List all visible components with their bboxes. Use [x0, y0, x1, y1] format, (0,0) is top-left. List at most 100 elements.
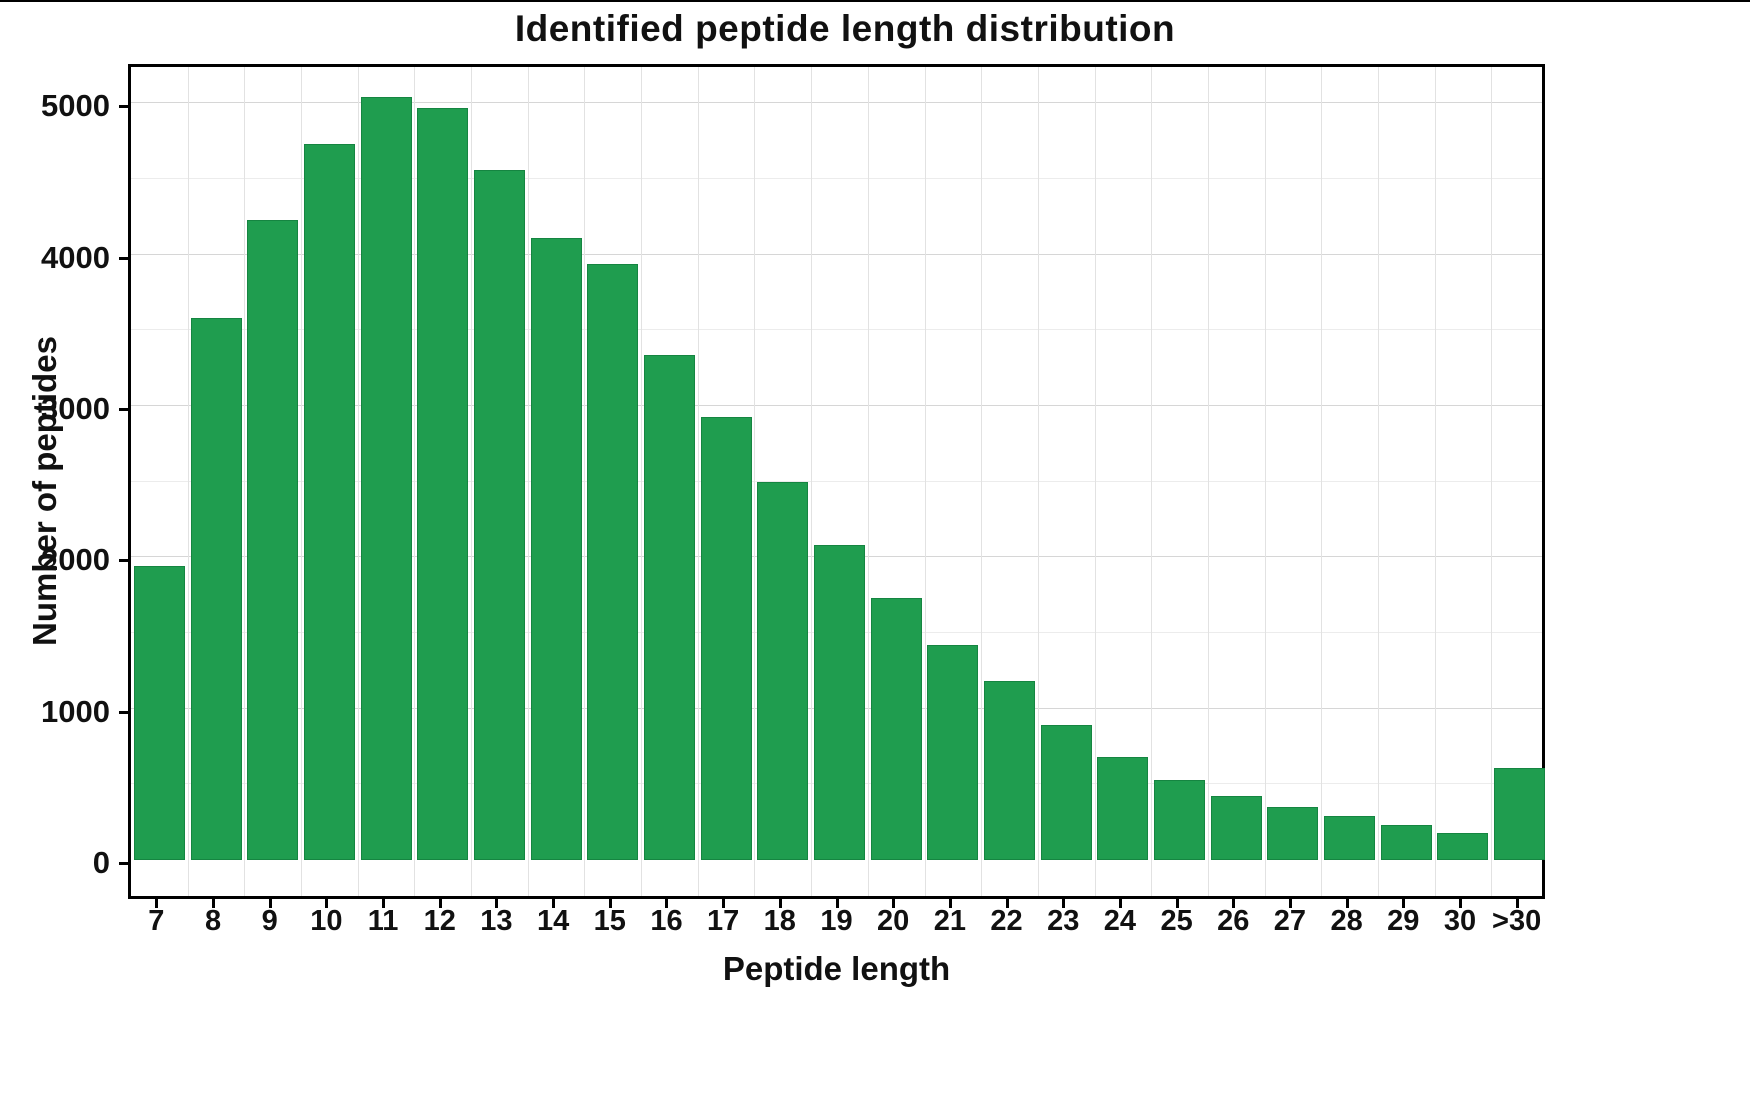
y-tick-mark [119, 105, 128, 109]
gridline-vertical [754, 67, 756, 896]
bar [984, 681, 1036, 860]
y-axis-title: Number of peptides [26, 336, 63, 646]
x-tick-mark [268, 899, 272, 908]
bar [473, 169, 525, 860]
bar [813, 545, 865, 860]
x-tick-label: 10 [310, 905, 343, 937]
x-tick-mark [495, 899, 499, 908]
y-tick-mark [119, 256, 128, 260]
bar [1210, 796, 1262, 860]
bar [133, 566, 185, 860]
gridline-vertical [1037, 67, 1039, 896]
y-tick-label: 2000 [41, 542, 110, 578]
gridline-vertical [357, 67, 359, 896]
gridline-vertical [811, 67, 813, 896]
y-tick-label: 0 [92, 845, 110, 880]
gridline-vertical [1151, 67, 1153, 896]
x-tick-mark [1288, 899, 1292, 908]
x-tick-mark [325, 899, 329, 908]
x-tick-label: >30 [1492, 905, 1542, 937]
plot-area [128, 64, 1546, 899]
gridline-vertical [867, 67, 869, 896]
y-tick-mark [119, 710, 128, 714]
bar [530, 238, 582, 860]
x-tick-label: 22 [990, 905, 1023, 937]
x-tick-label: 9 [261, 905, 278, 937]
bar [190, 318, 242, 860]
x-tick-mark [155, 899, 159, 908]
gridline-vertical [1321, 67, 1323, 896]
bar [1154, 779, 1206, 860]
x-tick-label: 7 [148, 905, 165, 937]
bar [417, 107, 469, 860]
bar [1380, 825, 1432, 860]
x-tick-mark [212, 899, 216, 908]
gridline-vertical [244, 67, 246, 896]
gridline-horizontal [131, 329, 1542, 331]
x-tick-label: 21 [933, 905, 966, 937]
bar [587, 263, 639, 860]
bar [1267, 807, 1319, 860]
x-tick-label: 24 [1103, 905, 1137, 937]
bar [360, 97, 412, 860]
x-tick-label: 28 [1330, 905, 1363, 937]
gridline-vertical [584, 67, 586, 896]
bar [247, 219, 299, 860]
x-tick-mark [722, 899, 726, 908]
x-tick-mark [778, 899, 782, 908]
bar [1097, 757, 1149, 860]
x-tick-label: 11 [367, 905, 399, 937]
x-tick-label: 27 [1273, 905, 1307, 937]
x-tick-label: 23 [1047, 905, 1080, 937]
x-tick-label: 12 [423, 905, 456, 937]
y-tick-label: 4000 [41, 239, 110, 275]
x-tick-label: 26 [1217, 905, 1250, 937]
gridline-vertical [1264, 67, 1266, 896]
gridline-horizontal [131, 405, 1542, 407]
bar [757, 481, 809, 860]
bar [700, 416, 752, 860]
gridline-vertical [301, 67, 303, 896]
x-tick-label: 20 [877, 905, 910, 937]
x-tick-mark [1232, 899, 1236, 908]
x-tick-label: 25 [1160, 905, 1193, 937]
x-tick-mark [1515, 899, 1519, 908]
gridline-vertical [1491, 67, 1493, 896]
x-tick-label: 19 [820, 905, 853, 937]
x-tick-mark [1062, 899, 1066, 908]
gridline-horizontal [131, 253, 1542, 255]
x-tick-mark [438, 899, 442, 908]
gridline-vertical [697, 67, 699, 896]
y-tick-mark [119, 408, 128, 412]
bar [1437, 832, 1489, 860]
bar [1324, 816, 1376, 860]
x-tick-label: 29 [1387, 905, 1420, 937]
gridline-vertical [981, 67, 983, 896]
x-tick-label: 13 [480, 905, 513, 937]
x-tick-mark [948, 899, 952, 908]
bar [870, 598, 922, 860]
gridline-vertical [1207, 67, 1209, 896]
y-tick-mark [119, 862, 128, 865]
bar [927, 645, 979, 860]
gridline-vertical [471, 67, 473, 896]
x-tick-label: 8 [204, 905, 222, 937]
bar [643, 354, 695, 860]
x-tick-mark [1005, 899, 1009, 908]
gridline-vertical [414, 67, 416, 896]
chart-title: Identified peptide length distribution [514, 8, 1176, 49]
x-tick-mark [1402, 899, 1406, 908]
x-tick-mark [1458, 899, 1462, 908]
x-tick-mark [1345, 899, 1349, 908]
x-tick-mark [552, 899, 556, 908]
y-tick-label: 5000 [41, 88, 110, 124]
gridline-vertical [527, 67, 529, 896]
gridline-horizontal [131, 480, 1542, 482]
x-tick-mark [1118, 899, 1122, 908]
gridline-horizontal [131, 178, 1542, 180]
y-tick-mark [119, 559, 128, 563]
x-tick-label: 18 [763, 905, 796, 937]
gridline-vertical [924, 67, 926, 896]
x-tick-mark [665, 899, 669, 908]
